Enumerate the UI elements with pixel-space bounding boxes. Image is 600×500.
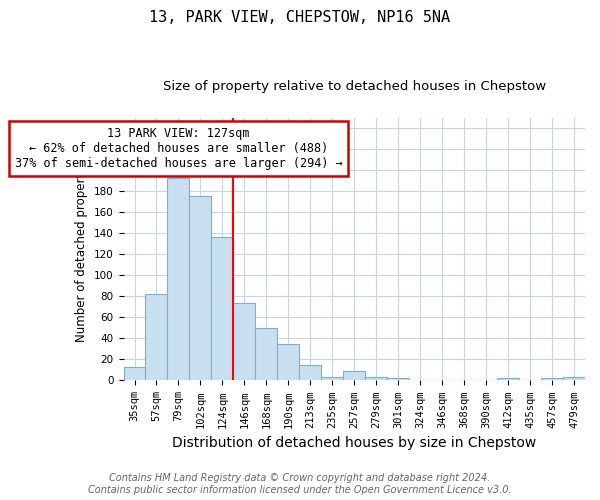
Text: 13, PARK VIEW, CHEPSTOW, NP16 5NA: 13, PARK VIEW, CHEPSTOW, NP16 5NA — [149, 10, 451, 25]
Bar — [211, 236, 233, 380]
Bar — [299, 364, 321, 380]
Bar — [277, 344, 299, 380]
Title: Size of property relative to detached houses in Chepstow: Size of property relative to detached ho… — [163, 80, 546, 93]
X-axis label: Distribution of detached houses by size in Chepstow: Distribution of detached houses by size … — [172, 436, 536, 450]
Bar — [233, 302, 256, 380]
Bar — [563, 378, 585, 380]
Bar — [190, 196, 211, 380]
Text: 13 PARK VIEW: 127sqm
← 62% of detached houses are smaller (488)
37% of semi-deta: 13 PARK VIEW: 127sqm ← 62% of detached h… — [14, 127, 343, 170]
Bar — [343, 371, 365, 380]
Bar — [541, 378, 563, 380]
Bar — [145, 294, 167, 380]
Bar — [124, 367, 145, 380]
Bar — [365, 378, 387, 380]
Bar — [321, 378, 343, 380]
Bar — [256, 328, 277, 380]
Y-axis label: Number of detached properties: Number of detached properties — [76, 156, 88, 342]
Bar — [387, 378, 409, 380]
Text: Contains HM Land Registry data © Crown copyright and database right 2024.
Contai: Contains HM Land Registry data © Crown c… — [88, 474, 512, 495]
Bar — [497, 378, 519, 380]
Bar — [167, 178, 190, 380]
